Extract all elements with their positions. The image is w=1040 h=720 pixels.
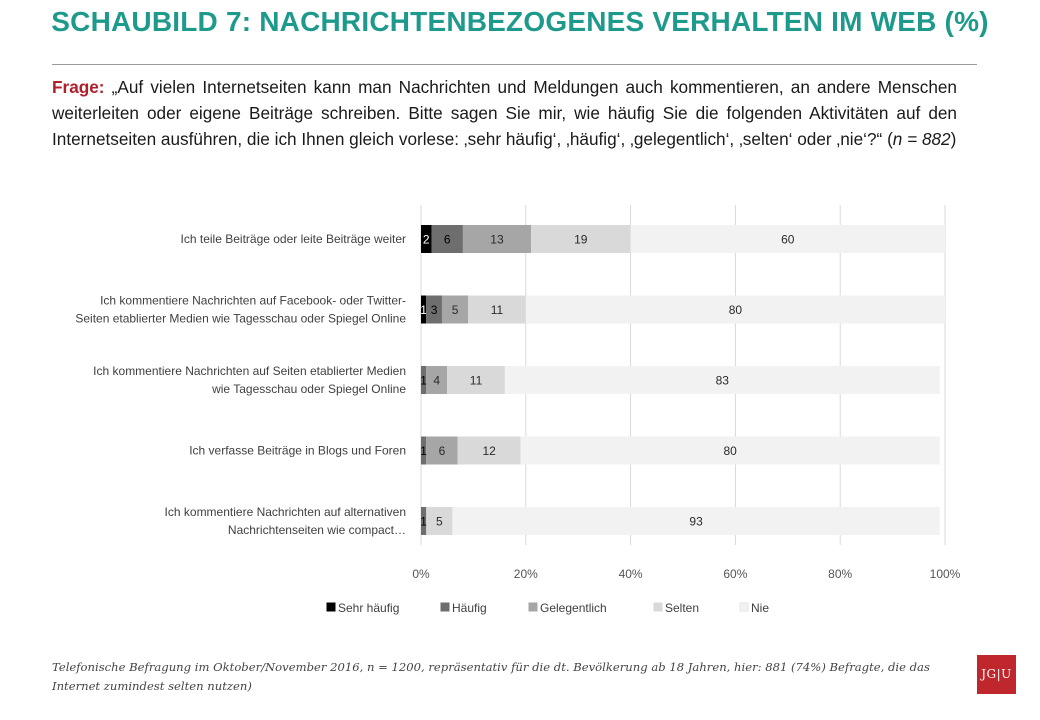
question-text: Frage: „Auf vielen Internetseiten kann m… [52,74,957,152]
question-body: „Auf vielen Internetseiten kann man Nach… [52,77,957,149]
legend-swatch [528,602,538,612]
data-label: 4 [433,374,440,388]
bar-segment [504,366,940,394]
category-label: Ich kommentiere Nachrichten auf alternat… [165,505,406,519]
question-n-close: ) [950,129,957,149]
legend-swatch [739,602,749,612]
data-label: 13 [490,233,504,247]
question-n-open: ( [887,129,893,149]
legend-label: Nie [751,601,769,615]
data-label: 3 [431,303,438,317]
question-n-value: n = 882 [892,129,951,149]
page-title: SCHAUBILD 7: NACHRICHTENBEZOGENES VERHAL… [51,6,989,37]
data-label: 1 [420,303,427,317]
legend-label: Selten [665,601,699,615]
category-label: wie Tagesschau oder Spiegel Online [211,382,406,396]
data-label: 1 [420,374,427,388]
bar-segment [421,436,427,465]
bar-segment [468,295,526,324]
bar-segment [447,366,505,394]
bar-segment [441,295,469,324]
category-label: Nachrichtenseiten wie compact… [228,523,406,537]
title-divider [52,64,977,65]
category-label: Ich teile Beiträge oder leite Beiträge w… [181,232,406,246]
category-label: Ich kommentiere Nachrichten auf Seiten e… [93,364,406,378]
bar-segment [525,295,945,324]
x-tick-label: 100% [930,567,961,581]
data-label: 2 [423,233,430,247]
bar-segment [426,295,442,324]
x-tick-label: 60% [723,567,747,581]
data-label: 11 [470,374,483,388]
bar-segment [457,436,521,465]
data-label: 80 [723,444,737,458]
category-label: Ich verfasse Beiträge in Blogs und Foren [189,444,406,458]
data-label: 6 [439,444,446,458]
bar-segment [426,507,453,535]
x-tick-label: 0% [412,567,430,581]
x-tick-label: 20% [514,567,538,581]
bar-segment [421,366,427,394]
legend-label: Gelegentlich [540,601,607,615]
data-label: 11 [491,303,504,317]
legend-swatch [440,602,450,612]
data-label: 19 [574,233,588,247]
data-label: 60 [781,233,795,247]
bar-segment [421,295,427,324]
data-label: 6 [444,233,451,247]
bar-segment [520,436,940,465]
x-tick-label: 80% [828,567,852,581]
data-label: 93 [689,515,703,529]
legend-label: Sehr häufig [338,601,399,615]
data-label: 5 [452,303,459,317]
legend-swatch [326,602,336,612]
data-label: 80 [729,303,743,317]
category-label: Seiten etablierter Medien wie Tagesschau… [75,312,406,326]
data-label: 1 [420,444,427,458]
data-label: 1 [420,515,427,529]
data-label: 83 [716,374,730,388]
bar-segment [421,225,432,253]
data-label: 5 [436,515,443,529]
footnote: Telefonische Befragung im Oktober/Novemb… [52,660,930,693]
bar-segment [431,225,463,253]
bar-segment [630,225,945,253]
data-label: 12 [482,444,496,458]
bar-segment [462,225,532,253]
bar-segment [421,507,427,535]
bar-segment [452,507,940,535]
question-label: Frage: [52,77,105,97]
jgu-logo: JG|U [977,655,1016,694]
category-label: Ich kommentiere Nachrichten auf Facebook… [100,294,406,308]
bar-segment [426,436,458,465]
x-tick-label: 40% [619,567,643,581]
legend-swatch [653,602,663,612]
bar-segment [426,366,448,394]
bar-segment [531,225,631,253]
legend-label: Häufig [452,601,487,615]
